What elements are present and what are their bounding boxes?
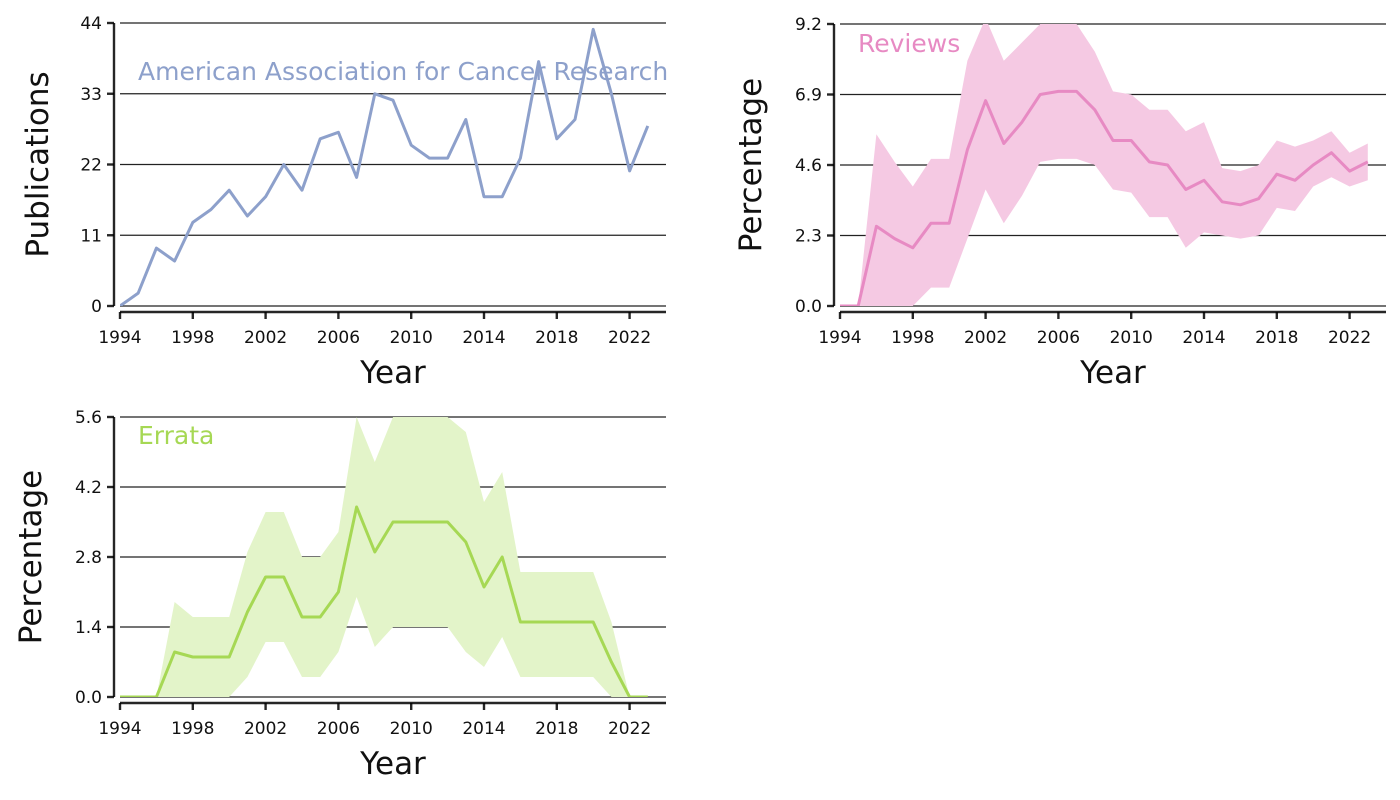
x-tick-label: 2006	[317, 719, 360, 739]
x-tick-label: 2002	[244, 328, 287, 348]
y-tick-label: 1.4	[75, 618, 102, 638]
x-axis-label: Year	[359, 355, 426, 391]
x-tick-label: 2006	[1037, 328, 1080, 348]
y-tick-label: 6.9	[795, 86, 822, 106]
chart-panel: 0.0 2.3 4.6 6.9 9.2 1994 1998 2002 2006 2010 2014 2…	[733, 15, 1386, 391]
x-tick-label: 1998	[171, 328, 214, 348]
chart-panel: 0.0 1.4 2.8 4.2 5.6 1994 1998 2002 2006 2010 2014 2…	[13, 408, 666, 782]
y-tick-label: 33	[80, 85, 102, 105]
x-tick-label: 1994	[98, 328, 141, 348]
confidence-band	[840, 24, 1368, 306]
y-tick-label: 9.2	[795, 15, 822, 35]
x-tick-label: 2022	[608, 719, 651, 739]
y-axis-label: Percentage	[13, 470, 49, 644]
x-tick-label: 2018	[535, 719, 578, 739]
x-tick-label: 2014	[462, 328, 505, 348]
y-tick-label: 0	[91, 297, 102, 317]
x-tick-label: 2002	[964, 328, 1007, 348]
y-axis-label: Percentage	[733, 78, 769, 252]
y-tick-label: 0.0	[75, 688, 102, 708]
x-tick-label: 2014	[1182, 328, 1225, 348]
y-tick-label: 2.8	[75, 548, 102, 568]
series-line	[840, 89, 1369, 306]
series-line	[120, 505, 648, 697]
chart-panel: 0 11 22 33 44 1994 1998 2002 2006 2010 2014 2018 202…	[20, 14, 668, 391]
x-axis-label: Year	[359, 746, 426, 782]
series-line	[120, 27, 650, 306]
y-tick-label: 44	[80, 14, 102, 34]
x-tick-label: 1998	[891, 328, 934, 348]
x-tick-label: 1994	[818, 328, 861, 348]
y-tick-label: 2.3	[795, 227, 822, 247]
series-label: Errata	[138, 421, 214, 450]
y-tick-label: 4.2	[75, 478, 102, 498]
x-tick-label: 2022	[1328, 328, 1371, 348]
x-tick-label: 2010	[390, 328, 433, 348]
x-tick-label: 2006	[317, 328, 360, 348]
x-tick-label: 2022	[608, 328, 651, 348]
x-tick-label: 2018	[1255, 328, 1298, 348]
x-tick-label: 1994	[98, 719, 141, 739]
x-tick-label: 2002	[244, 719, 287, 739]
y-tick-label: 0.0	[795, 297, 822, 317]
y-tick-label: 11	[80, 226, 102, 246]
x-axis-label: Year	[1079, 355, 1146, 391]
series-label: American Association for Cancer Research	[138, 57, 668, 86]
y-tick-label: 4.6	[795, 156, 822, 176]
x-tick-label: 1998	[171, 719, 214, 739]
series-label: Reviews	[858, 29, 960, 58]
x-tick-label: 2018	[535, 328, 578, 348]
y-tick-label: 22	[80, 156, 102, 176]
y-tick-label: 5.6	[75, 408, 102, 428]
x-tick-label: 2010	[1110, 328, 1153, 348]
x-tick-label: 2010	[390, 719, 433, 739]
y-axis-label: Publications	[20, 71, 56, 257]
confidence-band	[120, 417, 648, 697]
x-tick-label: 2014	[462, 719, 505, 739]
